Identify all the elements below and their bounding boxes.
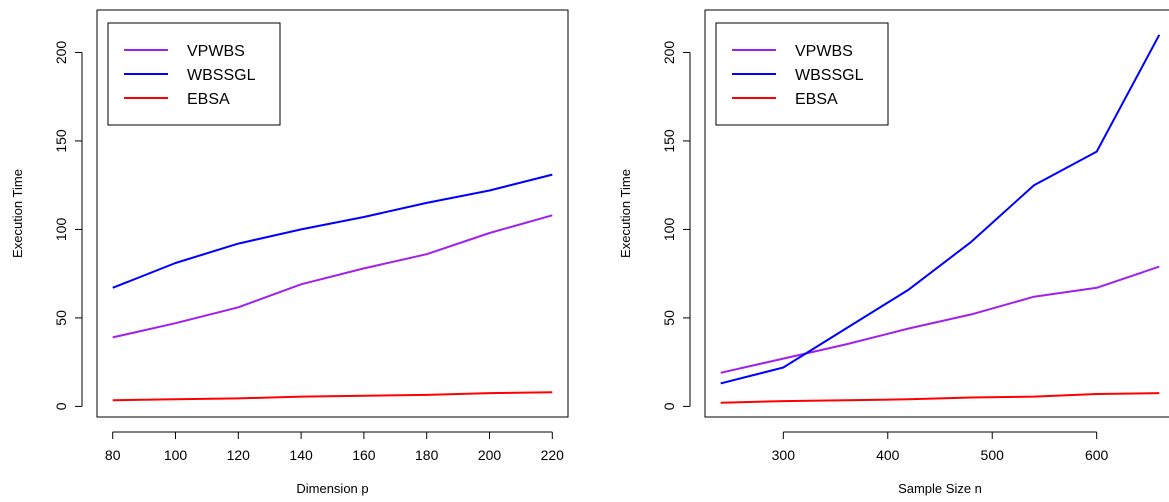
y-tick-label: 150 (661, 129, 677, 153)
legend: VPWBS WBSSGL EBSA (715, 22, 889, 126)
x-tick-label: 220 (541, 447, 565, 463)
y-tick-label: 100 (53, 218, 69, 242)
x-axis-title: Sample Size n (898, 481, 982, 496)
x-tick-label: 300 (772, 447, 796, 463)
series-line-wbssgl (720, 34, 1161, 385)
legend-label-wbssgl: WBSSGL (795, 67, 864, 84)
y-tick-label: 100 (661, 218, 677, 242)
y-tick-label: 150 (53, 129, 69, 153)
chart-panel-1: 80 100 120 140 160 180 200 220 0 50 100 150 200 Dimen… (10, 9, 569, 496)
x-tick-label: 160 (352, 447, 376, 463)
series-line-ebsa (720, 392, 1160, 404)
x-axis-title: Dimension p (296, 481, 368, 496)
series-line-vpwbs (720, 265, 1160, 374)
y-tick-label: 200 (661, 41, 677, 65)
x-tick-label: 500 (981, 447, 1005, 463)
x-tick-label: 140 (289, 447, 313, 463)
x-tick-label: 100 (164, 447, 188, 463)
series-line-wbssgl (112, 173, 553, 289)
x-tick-label: 80 (105, 447, 121, 463)
legend-label-ebsa: EBSA (187, 91, 230, 108)
y-tick-label: 200 (53, 41, 69, 65)
chart-panel-2: 300 400 500 600 0 50 100 150 200 Sample Size n Exe… (618, 9, 1169, 496)
legend-label-vpwbs: VPWBS (795, 43, 853, 60)
x-tick-label: 200 (478, 447, 502, 463)
x-tick-label: 180 (415, 447, 439, 463)
legend: VPWBS WBSSGL EBSA (107, 22, 281, 126)
legend-label-ebsa: EBSA (795, 91, 838, 108)
legend-label-wbssgl: WBSSGL (187, 67, 256, 84)
legend-label-vpwbs: VPWBS (187, 43, 245, 60)
series-line-vpwbs (112, 214, 553, 339)
x-tick-label: 600 (1085, 447, 1109, 463)
y-tick-label: 50 (661, 310, 677, 326)
x-tick-label: 120 (227, 447, 251, 463)
plot-frame (704, 9, 1169, 418)
y-axis-title: Execution Time (10, 169, 25, 258)
plot-frame (96, 9, 569, 418)
series-line-ebsa (112, 391, 553, 402)
y-tick-label: 50 (53, 310, 69, 326)
y-axis-title: Execution Time (618, 169, 633, 258)
y-tick-label: 0 (53, 402, 69, 410)
y-tick-label: 0 (661, 402, 677, 410)
x-tick-label: 400 (876, 447, 900, 463)
